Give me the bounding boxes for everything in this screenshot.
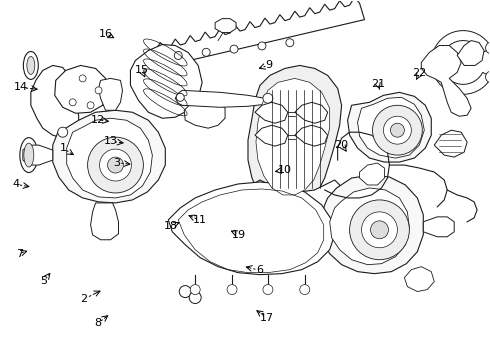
- Polygon shape: [330, 188, 409, 265]
- Ellipse shape: [24, 51, 38, 80]
- Text: 18: 18: [164, 221, 178, 231]
- Polygon shape: [457, 41, 484, 66]
- Polygon shape: [347, 92, 431, 162]
- Circle shape: [384, 116, 412, 144]
- Circle shape: [486, 71, 490, 83]
- Polygon shape: [248, 180, 342, 224]
- Circle shape: [372, 105, 422, 155]
- Circle shape: [189, 292, 201, 303]
- Polygon shape: [55, 66, 108, 113]
- Circle shape: [286, 39, 294, 47]
- Text: 9: 9: [265, 60, 272, 70]
- Polygon shape: [91, 203, 119, 240]
- Ellipse shape: [27, 57, 35, 75]
- Circle shape: [486, 42, 490, 54]
- Circle shape: [69, 99, 76, 106]
- Circle shape: [227, 285, 237, 294]
- Circle shape: [263, 93, 273, 103]
- Polygon shape: [431, 31, 490, 94]
- Polygon shape: [295, 102, 328, 123]
- Polygon shape: [423, 217, 454, 237]
- Circle shape: [370, 221, 389, 239]
- Text: 22: 22: [413, 68, 427, 78]
- Polygon shape: [358, 97, 424, 158]
- Text: 1: 1: [60, 143, 67, 153]
- Text: 15: 15: [135, 64, 148, 75]
- Polygon shape: [31, 66, 78, 138]
- Text: 14: 14: [13, 82, 27, 93]
- Circle shape: [362, 212, 397, 248]
- Circle shape: [79, 75, 86, 82]
- Circle shape: [95, 87, 102, 94]
- Circle shape: [349, 200, 409, 260]
- Circle shape: [87, 102, 94, 109]
- Ellipse shape: [20, 138, 38, 172]
- Text: 7: 7: [16, 248, 23, 258]
- Circle shape: [300, 285, 310, 294]
- Text: 20: 20: [335, 140, 349, 150]
- Polygon shape: [434, 130, 467, 157]
- Text: 3: 3: [114, 158, 121, 168]
- Polygon shape: [184, 100, 225, 128]
- Polygon shape: [130, 45, 202, 118]
- Text: 5: 5: [40, 276, 48, 286]
- Polygon shape: [255, 125, 288, 146]
- Polygon shape: [67, 118, 152, 198]
- Text: 16: 16: [99, 29, 113, 39]
- Text: 6: 6: [256, 265, 263, 275]
- Polygon shape: [53, 110, 165, 203]
- Polygon shape: [98, 78, 122, 110]
- Circle shape: [88, 137, 144, 193]
- Text: 13: 13: [104, 136, 118, 146]
- Polygon shape: [256, 78, 330, 195]
- Text: 21: 21: [371, 79, 385, 89]
- Circle shape: [107, 157, 123, 173]
- Text: 2: 2: [80, 294, 88, 304]
- Polygon shape: [360, 163, 385, 185]
- Polygon shape: [23, 145, 53, 165]
- Polygon shape: [404, 267, 434, 292]
- Circle shape: [99, 149, 131, 181]
- Polygon shape: [319, 175, 423, 274]
- Circle shape: [58, 127, 68, 137]
- Circle shape: [190, 285, 200, 294]
- Circle shape: [391, 123, 404, 137]
- Text: 10: 10: [278, 165, 292, 175]
- Circle shape: [263, 285, 273, 294]
- Polygon shape: [155, 0, 365, 68]
- Circle shape: [174, 51, 182, 59]
- Circle shape: [230, 45, 238, 53]
- Polygon shape: [421, 45, 471, 116]
- Polygon shape: [295, 125, 328, 146]
- Ellipse shape: [24, 143, 34, 167]
- Text: 12: 12: [91, 115, 105, 125]
- Text: 8: 8: [94, 319, 101, 328]
- Circle shape: [258, 42, 266, 50]
- Circle shape: [202, 48, 210, 56]
- Circle shape: [179, 285, 191, 298]
- Polygon shape: [215, 19, 236, 32]
- Polygon shape: [168, 182, 335, 275]
- Circle shape: [176, 93, 184, 101]
- Polygon shape: [255, 102, 288, 123]
- Text: 17: 17: [260, 313, 274, 323]
- Text: 11: 11: [193, 215, 207, 225]
- Text: 4: 4: [12, 179, 19, 189]
- Polygon shape: [175, 90, 265, 107]
- Polygon shape: [248, 66, 342, 208]
- Text: 19: 19: [232, 230, 246, 239]
